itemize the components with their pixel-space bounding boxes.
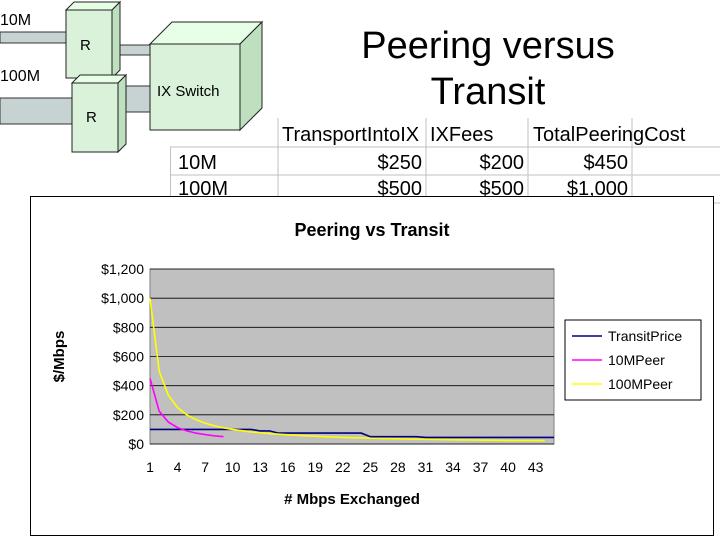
x-tick-label: 28	[390, 459, 406, 475]
router-2	[70, 73, 128, 154]
router-1	[64, 0, 122, 80]
label-100m: 100M	[0, 68, 41, 85]
x-tick-label: 1	[146, 459, 154, 475]
series-line-100mpeer	[149, 298, 545, 442]
gridlines	[150, 268, 554, 445]
series-line-10mpeer	[149, 378, 224, 438]
y-tick-label: $800	[113, 319, 144, 335]
switch-label: IX Switch	[157, 83, 220, 100]
x-tick-label: 22	[335, 459, 351, 475]
table-header-fees: IXFees	[430, 124, 494, 146]
network-diagram	[0, 0, 264, 154]
cable-100m	[0, 97, 73, 125]
series-lines	[149, 298, 554, 442]
x-tick-label: 4	[174, 459, 182, 475]
x-tick-label: 13	[252, 459, 268, 475]
x-tick-label: 16	[280, 459, 296, 475]
x-tick-label: 43	[528, 459, 544, 475]
x-axis-label: # Mbps Exchanged	[284, 491, 420, 508]
legend-label: 100MPeer	[608, 376, 673, 392]
x-axis-ticks: 1 4 7 10 13 16 19 22 25 28 31 34 37 40 43	[146, 459, 544, 475]
table-row-10m-label: 10M	[178, 152, 217, 174]
table-row-100m-fees: $500	[479, 178, 525, 200]
series-line-transitprice	[150, 428, 554, 439]
legend-label: TransitPrice	[608, 328, 682, 344]
y-tick-label: $400	[113, 378, 144, 394]
y-tick-label: $1,200	[101, 261, 144, 277]
y-axis-ticks: $0 $200 $400 $600 $800 $1,000 $1,200	[101, 261, 144, 452]
table-row-10m-fees: $200	[479, 152, 525, 174]
x-tick-label: 7	[201, 459, 209, 475]
legend-label: 10MPeer	[608, 352, 665, 368]
x-tick-label: 25	[363, 459, 379, 475]
x-tick-label: 19	[307, 459, 323, 475]
router-1-label: R	[80, 37, 91, 54]
slide-title-line-2: Transit	[430, 71, 546, 113]
cable-10m	[0, 31, 69, 44]
peering-chart: Peering vs Transit $0 $200 $400 $600 $800 $1,…	[30, 196, 714, 536]
table-row-100m-total: $1,000	[566, 178, 628, 200]
table-header-total: TotalPeeringCost	[533, 124, 686, 146]
slide-title-line-1: Peering versus	[361, 25, 615, 67]
legend: TransitPrice 10MPeer 100MPeer	[564, 319, 702, 401]
y-tick-label: $0	[128, 436, 144, 452]
label-10m: 10M	[0, 12, 32, 29]
table-row-100m-transport: $500	[377, 178, 423, 200]
table-row-10m-total: $450	[583, 152, 629, 174]
table-row-10m-transport: $250	[377, 152, 423, 174]
y-tick-label: $1,000	[101, 290, 144, 306]
y-tick-label: $600	[113, 349, 144, 365]
y-tick-label: $200	[113, 407, 144, 423]
x-tick-label: 31	[418, 459, 434, 475]
x-tick-label: 40	[500, 459, 516, 475]
chart-title: Peering vs Transit	[294, 220, 449, 240]
x-tick-label: 10	[225, 459, 241, 475]
x-tick-label: 34	[445, 459, 461, 475]
table-header-transport: TransportIntoIX	[282, 124, 420, 146]
ix-switch	[148, 20, 264, 132]
x-tick-label: 37	[473, 459, 489, 475]
router-2-label: R	[86, 109, 97, 126]
table-row-100m-label: 100M	[178, 178, 229, 200]
y-axis-label: $/Mbps	[51, 331, 68, 383]
